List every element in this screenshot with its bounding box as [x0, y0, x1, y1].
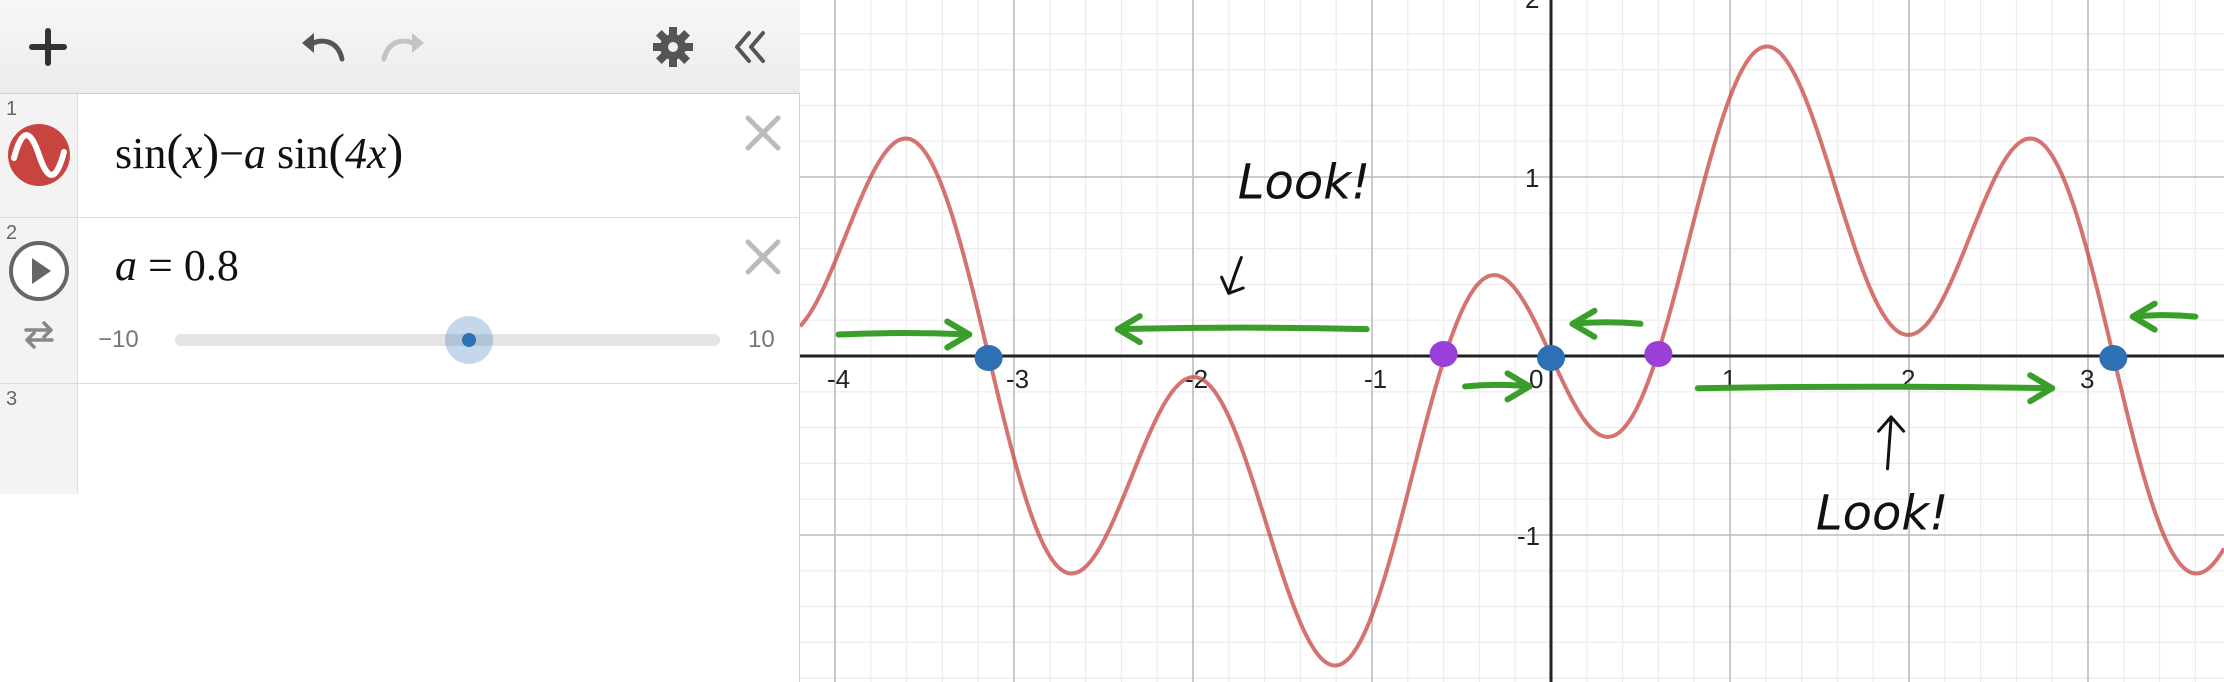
math-token: a — [244, 129, 267, 178]
unstable-point — [1429, 341, 1458, 367]
math-token: x — [183, 129, 203, 178]
flow-arrow-shaft — [1114, 324, 1370, 333]
x-tick-label: -1 — [1364, 364, 1387, 394]
annotation-look-top: Look! — [1238, 154, 1371, 210]
tick-labels: -4-3-2-1012321-1 — [827, 0, 2094, 551]
expression-number: 3 — [6, 388, 18, 410]
flow-arrow-shaft — [1462, 381, 1533, 390]
math-token: sin — [115, 129, 167, 178]
x-tick-label: 3 — [2080, 364, 2094, 394]
flow-arrow-shaft — [1694, 383, 2056, 392]
flow-arrow-head — [2027, 372, 2056, 405]
expression-row-3[interactable]: 3 — [0, 384, 800, 494]
math-token: ) — [386, 123, 404, 179]
x-tick-label: -3 — [1006, 364, 1029, 394]
delete-expression-icon[interactable] — [740, 110, 786, 156]
sine-wave-icon[interactable] — [6, 122, 72, 188]
handwritten-annotations: Look! Look! — [1220, 154, 1949, 542]
flow-arrow-shaft — [835, 330, 973, 338]
expression-list: 1 sin(x)−a sin(4x) 2 — [0, 94, 800, 682]
math-token: ) — [202, 123, 220, 179]
undo-icon[interactable] — [290, 14, 356, 80]
expression-toolbar — [0, 0, 800, 94]
y-tick-label: 2 — [1525, 0, 1539, 14]
delete-expression-icon[interactable] — [740, 234, 786, 280]
play-icon[interactable] — [8, 240, 70, 302]
flow-arrow-head — [1569, 307, 1598, 340]
slider-expression[interactable]: a = 0.8 — [115, 240, 239, 291]
flow-arrow-head — [2129, 300, 2158, 333]
expression-row-1[interactable]: 1 sin(x)−a sin(4x) — [0, 94, 800, 218]
slider-max-label[interactable]: 10 — [748, 326, 775, 353]
x-tick-label: 0 — [1529, 364, 1543, 394]
flow-arrow-shaft — [1569, 319, 1644, 327]
math-token: 4x — [345, 129, 387, 178]
gear-icon[interactable] — [640, 14, 706, 80]
redo-icon[interactable] — [370, 14, 436, 80]
stable-point — [974, 345, 1003, 371]
axes — [800, 0, 2224, 682]
annotation-arrow-top — [1220, 256, 1245, 295]
green-flow-arrows — [835, 300, 2199, 405]
expression-gutter: 3 — [0, 384, 78, 494]
math-token: ( — [166, 123, 184, 179]
flow-arrow-head — [1114, 313, 1143, 346]
flow-arrow-head — [1504, 370, 1533, 403]
stable-point — [2099, 345, 2128, 371]
slider-value[interactable]: 0.8 — [183, 241, 239, 290]
math-token: sin — [266, 129, 329, 178]
expression-row-2[interactable]: 2 a = 0.8 — [0, 218, 800, 384]
y-tick-label: 1 — [1525, 163, 1539, 193]
slider-variable: a — [115, 241, 137, 290]
double-chevron-left-icon[interactable] — [716, 14, 782, 80]
slider-track[interactable] — [175, 334, 720, 346]
expression-gutter: 1 — [0, 94, 78, 217]
equilibrium-points[interactable] — [974, 341, 2128, 371]
x-tick-label: -4 — [827, 364, 850, 394]
expression-number: 2 — [6, 222, 18, 244]
unstable-point — [1644, 341, 1673, 367]
flow-arrow-head — [944, 318, 973, 351]
graph-canvas[interactable]: -4-3-2-1012321-1 Look!Look! — [800, 0, 2224, 682]
function-curve[interactable] — [800, 44, 2224, 668]
y-tick-label: -1 — [1517, 521, 1540, 551]
flow-arrow-shaft — [2129, 312, 2199, 320]
slider-min-label[interactable]: −10 — [98, 326, 139, 353]
equals-sign: = — [148, 241, 173, 290]
expression-formula[interactable]: sin(x)−a sin(4x) — [115, 122, 403, 180]
math-token: ( — [328, 123, 346, 179]
repeat-icon[interactable] — [20, 318, 58, 350]
math-token: − — [219, 129, 245, 178]
plus-icon[interactable] — [15, 14, 81, 80]
stable-point — [1537, 345, 1565, 371]
annotation-arrow-bottom — [1877, 415, 1906, 471]
major-grid — [800, 0, 2224, 682]
expression-gutter: 2 — [0, 218, 78, 383]
expression-panel: 1 sin(x)−a sin(4x) 2 — [0, 0, 800, 682]
annotation-look-bottom: Look! — [1816, 486, 1949, 542]
expression-number: 1 — [6, 98, 18, 120]
slider-thumb[interactable] — [462, 333, 477, 347]
graph-svg[interactable]: -4-3-2-1012321-1 Look!Look! — [800, 0, 2224, 682]
